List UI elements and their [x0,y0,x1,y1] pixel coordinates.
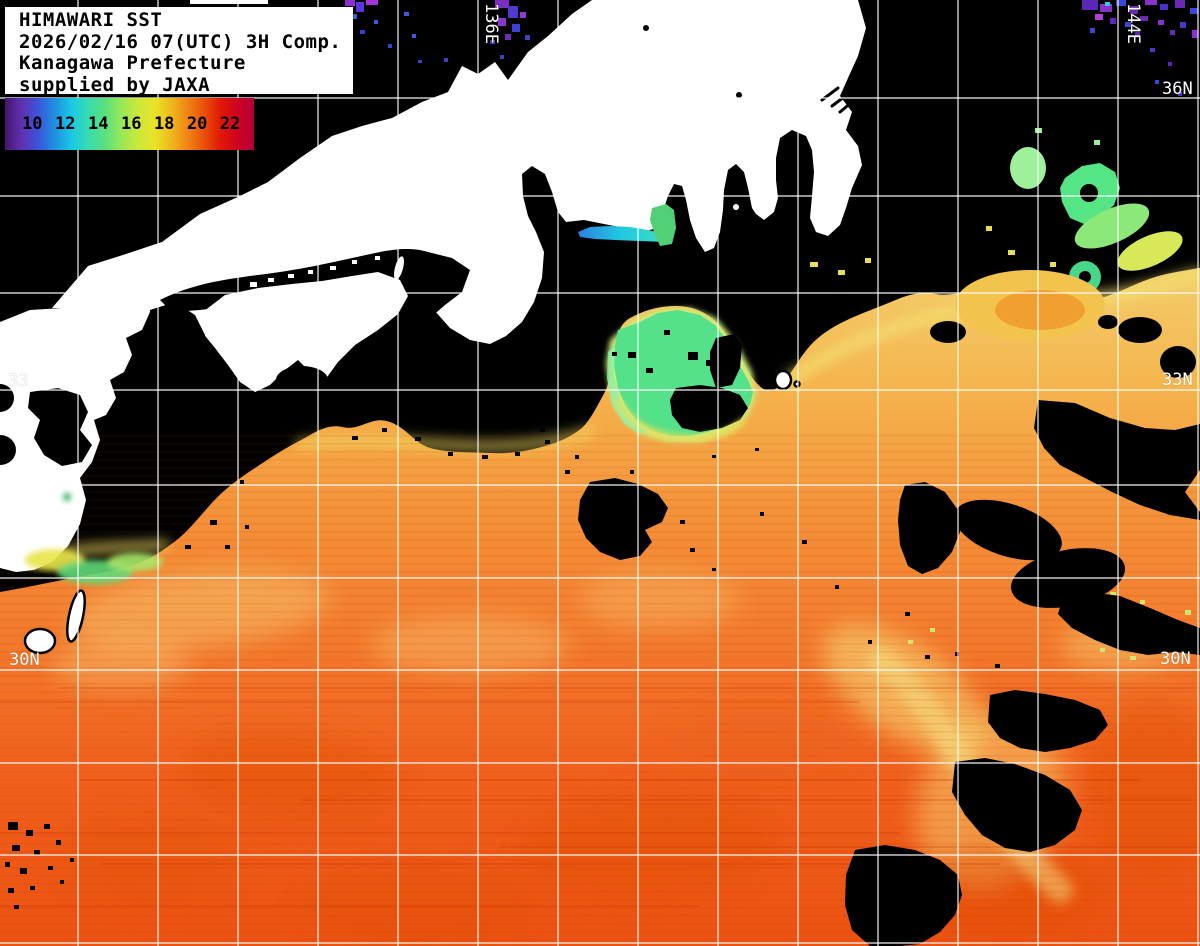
title-line-region: Kanagawa Prefecture [19,52,246,74]
colorbar-tick: 16 [120,114,142,134]
anomaly-speckle-layer [345,0,1198,96]
colorbar-tick: 22 [219,114,241,134]
colorbar-tick: 18 [153,114,175,134]
colorbar-tick: 20 [186,114,208,134]
grid-label-30n-right: 30N [1160,649,1191,669]
colorbar-tick: 12 [54,114,76,134]
grid-label-30n-left: 30N [9,650,40,670]
grid-label-33-left: 33 [8,371,29,391]
warm-water-layer [0,268,1200,946]
colorbar-tick: 14 [87,114,109,134]
grid-label-144e: 144E [1123,3,1143,44]
grid-label-36n: 36N [1162,79,1193,99]
title-line-credit: supplied by JAXA [19,73,211,96]
grid-label-136e: 136E [481,3,501,44]
title-line-datetime: 2026/02/16 07(UTC) 3H Comp. [19,30,342,53]
title-line-product: HIMAWARI SST [19,9,163,31]
grid-label-33n-right: 33N [1162,370,1193,390]
title-box: HIMAWARI SST 2026/02/16 07(UTC) 3H Comp.… [5,7,353,96]
colorbar-tick: 10 [22,114,43,134]
colorbar-tick-labels: 10 12 14 16 18 20 22 [22,114,240,134]
colorbar: 10 12 14 16 18 20 22 [5,98,254,150]
